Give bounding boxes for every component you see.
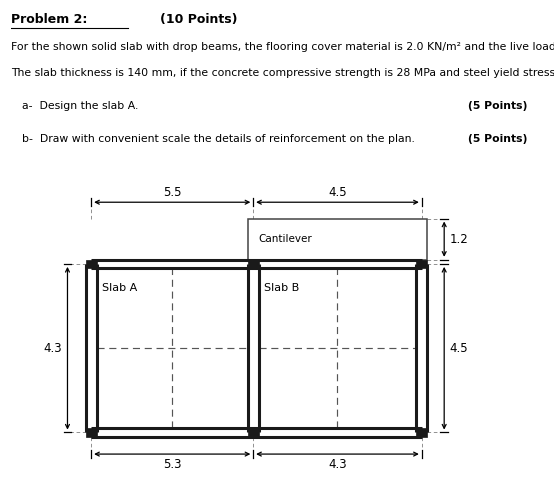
Text: Problem 2:: Problem 2: (11, 13, 88, 26)
Bar (416, 260, 427, 268)
Text: b-  Draw with convenient scale the details of reinforcement on the plan.: b- Draw with convenient scale the detail… (22, 133, 414, 144)
Text: 4.5: 4.5 (328, 186, 347, 199)
Text: (5 Points): (5 Points) (469, 101, 528, 111)
Text: 5.5: 5.5 (163, 186, 182, 199)
Bar (86, 428, 96, 437)
Text: The slab thickness is 140 mm, if the concrete compressive strength is 28 MPa and: The slab thickness is 140 mm, if the con… (11, 68, 554, 78)
Text: For the shown solid slab with drop beams, the flooring cover material is 2.0 KN/: For the shown solid slab with drop beams… (11, 42, 554, 52)
Text: Slab A: Slab A (102, 283, 137, 293)
Text: 4.5: 4.5 (449, 342, 468, 355)
Text: a-  Design the slab A.: a- Design the slab A. (22, 101, 138, 111)
Bar (86, 260, 96, 268)
Bar (248, 260, 259, 268)
Text: Slab B: Slab B (264, 283, 299, 293)
Text: (5 Points): (5 Points) (469, 133, 528, 144)
Text: Cantilever: Cantilever (259, 234, 312, 244)
Text: 4.3: 4.3 (44, 342, 62, 355)
Text: 4.3: 4.3 (328, 458, 347, 471)
Bar (416, 428, 427, 437)
Bar (248, 219, 427, 260)
Text: 1.2: 1.2 (449, 233, 468, 246)
Text: 5.3: 5.3 (163, 458, 182, 471)
Bar (248, 428, 259, 437)
Text: (10 Points): (10 Points) (160, 13, 238, 26)
